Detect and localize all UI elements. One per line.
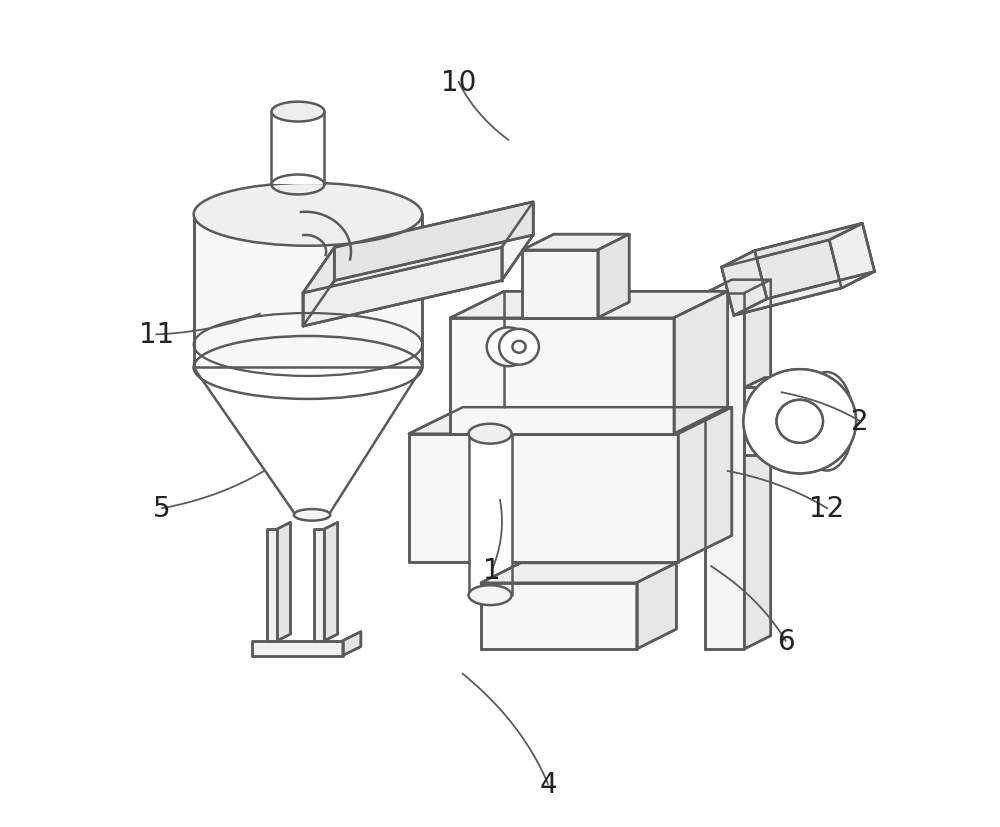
Polygon shape xyxy=(303,236,533,327)
Polygon shape xyxy=(481,583,637,649)
Polygon shape xyxy=(674,292,728,434)
Polygon shape xyxy=(637,563,676,649)
Polygon shape xyxy=(598,235,629,318)
Polygon shape xyxy=(271,112,324,185)
Polygon shape xyxy=(252,641,343,656)
Text: 6: 6 xyxy=(777,627,794,655)
Ellipse shape xyxy=(194,184,422,246)
Polygon shape xyxy=(303,248,502,327)
Polygon shape xyxy=(481,563,676,583)
Ellipse shape xyxy=(271,103,324,122)
Polygon shape xyxy=(303,248,334,327)
Polygon shape xyxy=(522,251,598,318)
Polygon shape xyxy=(678,408,732,562)
Ellipse shape xyxy=(743,370,856,474)
Polygon shape xyxy=(722,224,862,268)
Ellipse shape xyxy=(777,400,823,443)
Text: 10: 10 xyxy=(441,69,476,97)
Polygon shape xyxy=(450,292,728,318)
Text: 1: 1 xyxy=(483,557,501,585)
Ellipse shape xyxy=(512,342,526,353)
Ellipse shape xyxy=(469,424,512,444)
Polygon shape xyxy=(744,388,786,456)
Ellipse shape xyxy=(800,372,854,471)
Polygon shape xyxy=(705,280,771,294)
Polygon shape xyxy=(755,224,875,299)
Polygon shape xyxy=(303,203,533,294)
Polygon shape xyxy=(450,318,674,434)
Ellipse shape xyxy=(743,370,856,474)
Polygon shape xyxy=(705,294,744,649)
Ellipse shape xyxy=(469,586,512,605)
Ellipse shape xyxy=(501,341,516,354)
Polygon shape xyxy=(786,378,806,456)
Ellipse shape xyxy=(487,328,530,366)
Text: 2: 2 xyxy=(851,408,869,436)
Polygon shape xyxy=(722,241,841,316)
Polygon shape xyxy=(277,523,291,641)
Polygon shape xyxy=(409,434,678,562)
Polygon shape xyxy=(267,529,277,641)
Polygon shape xyxy=(744,378,806,388)
Polygon shape xyxy=(502,203,533,281)
Polygon shape xyxy=(722,251,767,316)
Text: 5: 5 xyxy=(153,495,171,523)
Text: 12: 12 xyxy=(809,495,845,523)
Text: 4: 4 xyxy=(539,770,557,798)
Polygon shape xyxy=(334,203,533,281)
Polygon shape xyxy=(343,632,361,656)
Polygon shape xyxy=(829,224,875,289)
Polygon shape xyxy=(469,434,512,595)
Polygon shape xyxy=(314,529,324,641)
Polygon shape xyxy=(522,235,629,251)
Polygon shape xyxy=(324,523,338,641)
Ellipse shape xyxy=(499,329,539,366)
Ellipse shape xyxy=(777,400,823,443)
Text: 11: 11 xyxy=(139,321,174,349)
Polygon shape xyxy=(734,272,875,316)
Polygon shape xyxy=(409,408,732,434)
Polygon shape xyxy=(744,280,771,649)
Ellipse shape xyxy=(294,509,330,521)
Polygon shape xyxy=(194,215,422,368)
